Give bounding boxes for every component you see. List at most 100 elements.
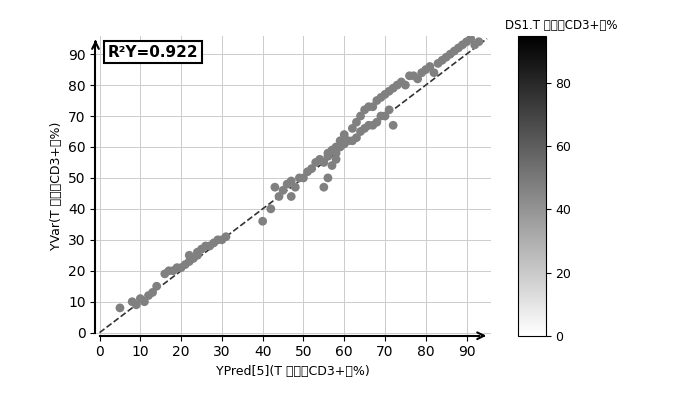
Point	[273, 193, 284, 199]
Point	[143, 292, 154, 299]
Point	[192, 249, 203, 255]
Point	[196, 246, 207, 252]
Point	[180, 261, 191, 268]
Point	[286, 178, 297, 184]
Point	[347, 125, 358, 132]
Point	[380, 113, 391, 119]
Point	[355, 128, 366, 135]
Point	[139, 299, 150, 305]
Point	[323, 153, 333, 160]
Point	[461, 39, 472, 45]
Point	[351, 119, 362, 125]
Point	[432, 60, 443, 67]
Point	[323, 150, 333, 156]
Point	[364, 122, 374, 128]
Point	[416, 70, 427, 76]
Text: DS1.T 细胞（CD3+）%: DS1.T 细胞（CD3+）%	[505, 19, 617, 32]
Point	[359, 125, 370, 132]
Point	[473, 39, 484, 45]
Point	[387, 122, 398, 128]
Point	[208, 240, 219, 246]
Point	[368, 122, 379, 128]
Point	[200, 243, 211, 249]
Point	[364, 103, 374, 110]
Point	[412, 76, 423, 82]
Y-axis label: YVar(T 细胞（CD3+）%): YVar(T 细胞（CD3+）%)	[50, 121, 63, 250]
Point	[160, 271, 170, 277]
Point	[164, 267, 175, 274]
Point	[147, 289, 158, 295]
Point	[265, 206, 276, 212]
Point	[372, 119, 383, 125]
Point	[216, 237, 227, 243]
Point	[331, 156, 342, 162]
Point	[135, 295, 146, 302]
Point	[449, 48, 460, 54]
Point	[306, 166, 317, 172]
Point	[372, 98, 383, 104]
Point	[376, 94, 387, 101]
Point	[282, 181, 293, 187]
Point	[384, 88, 395, 94]
Point	[404, 73, 415, 79]
Point	[331, 150, 342, 156]
Point	[453, 45, 464, 51]
Point	[115, 305, 125, 311]
Point	[359, 107, 370, 113]
Point	[184, 258, 195, 265]
Point	[339, 141, 350, 147]
Point	[400, 82, 411, 88]
Point	[445, 51, 456, 57]
Point	[212, 237, 223, 243]
Point	[188, 255, 199, 261]
Point	[172, 265, 183, 271]
Point	[318, 184, 329, 190]
Point	[184, 252, 195, 258]
Point	[294, 175, 305, 181]
Point	[302, 169, 313, 175]
Point	[457, 42, 468, 48]
Point	[376, 113, 387, 119]
Point	[436, 57, 447, 64]
Point	[314, 156, 325, 162]
Point	[318, 159, 329, 166]
Point	[127, 299, 138, 305]
Point	[391, 82, 402, 88]
Point	[310, 159, 321, 166]
Point	[387, 85, 398, 91]
Point	[204, 243, 215, 249]
Point	[339, 132, 350, 138]
Point	[269, 184, 280, 190]
Point	[168, 267, 179, 274]
Point	[351, 135, 362, 141]
Text: R²Y=0.922: R²Y=0.922	[107, 45, 198, 60]
Point	[331, 144, 342, 150]
Point	[396, 79, 406, 85]
Point	[290, 184, 301, 190]
Point	[176, 265, 187, 271]
Point	[424, 63, 435, 70]
Point	[347, 137, 358, 144]
Point	[355, 113, 366, 119]
Point	[323, 175, 333, 181]
Point	[327, 162, 338, 169]
Point	[408, 73, 419, 79]
Point	[441, 54, 451, 60]
Point	[278, 187, 288, 194]
Point	[286, 193, 297, 199]
Point	[343, 137, 354, 144]
Point	[469, 42, 480, 48]
Point	[335, 144, 346, 150]
Point	[257, 218, 268, 224]
Point	[420, 66, 431, 73]
X-axis label: YPred[5](T 细胞（CD3+）%): YPred[5](T 细胞（CD3+）%)	[216, 365, 370, 378]
Point	[465, 36, 476, 42]
Point	[368, 103, 379, 110]
Point	[151, 283, 162, 290]
Point	[380, 91, 391, 98]
Point	[428, 70, 439, 76]
Point	[327, 147, 338, 153]
Point	[220, 233, 231, 240]
Point	[384, 107, 395, 113]
Point	[335, 137, 346, 144]
